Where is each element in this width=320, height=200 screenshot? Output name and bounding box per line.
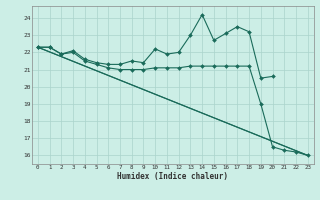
X-axis label: Humidex (Indice chaleur): Humidex (Indice chaleur) bbox=[117, 172, 228, 181]
